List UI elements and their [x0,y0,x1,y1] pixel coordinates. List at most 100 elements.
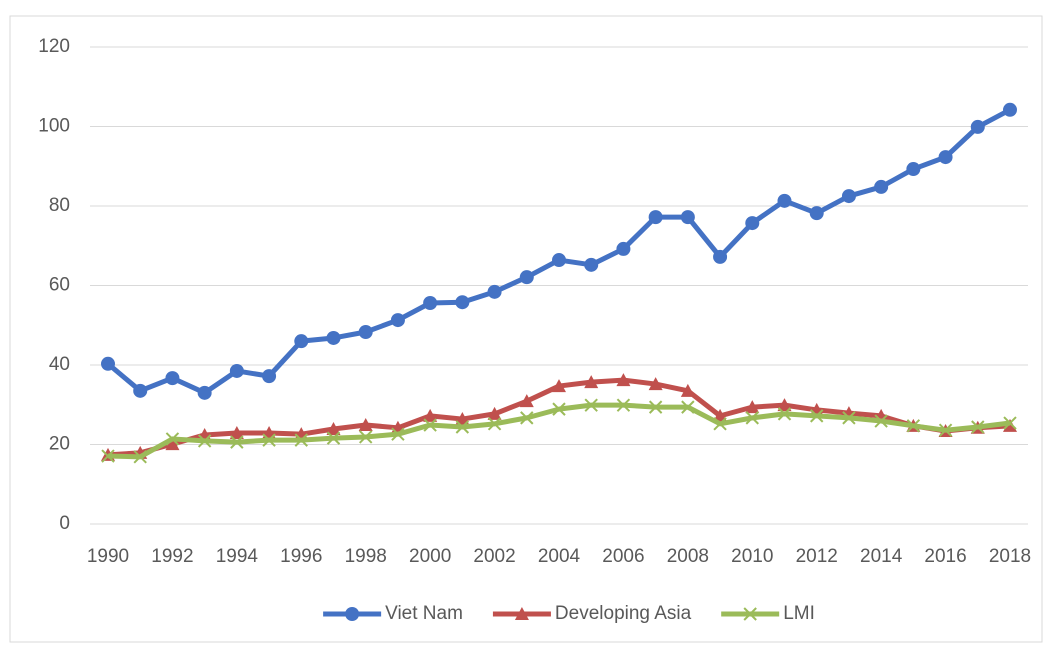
legend-label: LMI [783,603,815,624]
marker [841,189,856,204]
marker [358,418,373,432]
marker [938,150,953,165]
marker [133,450,147,464]
marker [971,420,985,434]
marker [745,216,760,231]
x-tick-label: 1994 [216,546,259,567]
x-tick-label: 2004 [538,546,581,567]
marker [648,400,663,414]
marker [487,406,502,420]
x-tick-label: 2018 [989,546,1031,567]
marker [229,363,244,378]
marker [874,414,888,428]
marker [584,257,599,272]
legend-marker [345,607,360,621]
legend-label: Viet Nam [385,603,463,624]
y-tick-label: 0 [59,513,70,534]
marker [552,402,566,416]
x-tick-label: 2014 [860,546,903,567]
legend-marker [514,607,529,620]
marker [745,400,760,414]
x-tick-label: 2008 [667,546,709,567]
marker [616,398,631,412]
marker [648,210,663,225]
marker [165,371,180,386]
marker [906,419,921,433]
x-tick-label: 1990 [87,546,129,567]
marker [519,394,534,408]
marker [294,433,308,447]
marker [487,284,502,299]
marker [359,430,373,444]
marker [713,408,728,422]
x-tick-label: 1998 [345,546,387,567]
legend-marker [743,607,757,621]
marker [680,210,695,225]
x-tick-label: 2012 [796,546,838,567]
marker [584,398,598,412]
marker [455,295,470,310]
marker [230,435,244,449]
marker [391,427,405,441]
marker [423,418,437,432]
y-tick-label: 20 [49,434,70,455]
x-tick-label: 2010 [731,546,773,567]
x-tick-label: 2006 [602,546,644,567]
marker [197,385,212,400]
marker [1003,102,1017,117]
y-tick-label: 100 [38,116,70,137]
x-tick-label: 1992 [151,546,193,567]
marker [165,432,180,446]
marker [423,408,438,422]
marker [906,162,921,177]
chart-frame [9,15,1043,643]
x-tick-label: 2000 [409,546,451,567]
marker [520,411,534,425]
marker [487,417,502,431]
marker [326,330,341,345]
marker [390,313,405,328]
x-tick-label: 2016 [924,546,966,567]
marker [165,437,180,451]
x-tick-label: 1996 [280,546,322,567]
marker [519,270,534,285]
marker [777,407,792,421]
marker [326,431,341,445]
marker [133,383,148,398]
marker [713,249,728,264]
marker [455,412,470,426]
marker [423,295,438,310]
y-tick-label: 40 [49,354,70,375]
marker [648,377,663,391]
marker [616,373,631,387]
marker [810,409,824,423]
marker [101,356,115,371]
marker [970,119,985,134]
marker [680,383,695,397]
marker [455,420,470,434]
legend-label: Developing Asia [555,603,692,624]
marker [777,193,792,208]
marker [745,411,759,425]
marker [616,241,631,256]
marker [681,400,695,414]
marker [358,325,373,340]
marker [938,423,953,437]
y-tick-label: 80 [49,195,70,216]
marker [584,375,599,389]
marker [874,179,889,194]
marker [842,411,856,425]
y-tick-label: 60 [49,275,70,296]
marker [552,253,566,268]
marker [713,417,727,431]
marker [229,425,244,439]
marker [262,433,276,447]
y-tick-label: 120 [38,36,70,57]
marker [262,369,277,384]
marker [326,421,341,435]
marker [777,398,792,412]
marker [101,449,115,463]
marker [552,379,566,393]
marker [1003,416,1017,430]
